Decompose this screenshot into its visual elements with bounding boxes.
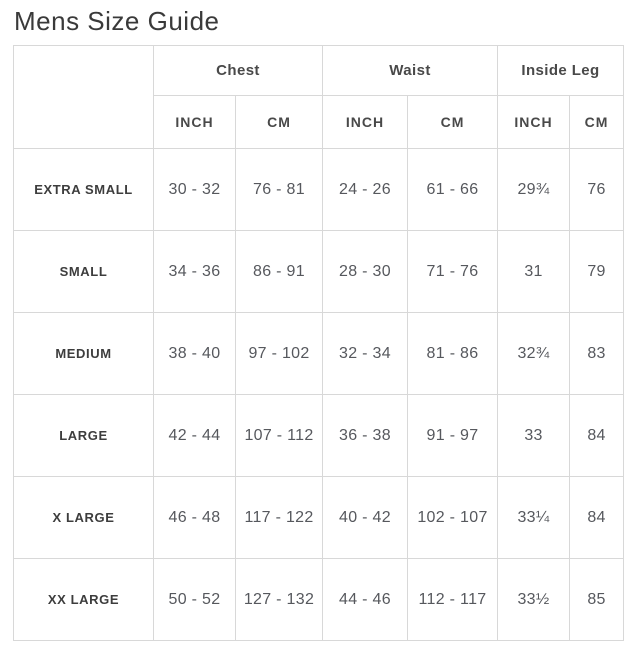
unit-header-row: INCH CM INCH CM INCH CM [14,95,625,149]
unit-header-chest-inch: INCH [153,95,236,149]
cell-inside-leg-inch: 32¾ [497,312,571,395]
cell-inside-leg-inch: 31 [497,230,571,313]
cell-inside-leg-inch: 33¼ [497,476,571,559]
row-label: SMALL [13,230,154,313]
table-row-large: LARGE 42 - 44 107 - 112 36 - 38 91 - 97 … [13,394,625,477]
cell-inside-leg-cm: 84 [569,394,625,477]
column-group-waist: Waist [321,45,499,96]
cell-waist-cm: 61 - 66 [406,148,499,231]
cell-chest-cm: 127 - 132 [235,558,323,641]
cell-chest-inch: 34 - 36 [153,230,236,313]
unit-header-waist-cm: CM [406,95,499,149]
page-title: Mens Size Guide [14,6,220,36]
row-label: XX LARGE [13,558,154,641]
cell-waist-inch: 32 - 34 [322,312,408,395]
unit-header-chest-cm: CM [235,95,323,149]
table-row-medium: MEDIUM 38 - 40 97 - 102 32 - 34 81 - 86 … [13,312,625,395]
measure-group-header-row: Chest Waist Inside Leg [13,45,625,149]
table-row-small: SMALL 34 - 36 86 - 91 28 - 30 71 - 76 31… [13,230,625,313]
size-guide-table: Chest Waist Inside Leg INCH CM INCH CM I… [13,45,625,641]
cell-chest-inch: 38 - 40 [153,312,236,395]
cell-waist-inch: 28 - 30 [322,230,408,313]
cell-inside-leg-cm: 76 [569,148,625,231]
cell-inside-leg-inch: 29¾ [497,148,571,231]
cell-waist-inch: 24 - 26 [322,148,408,231]
cell-waist-cm: 91 - 97 [406,394,499,477]
cell-waist-inch: 40 - 42 [322,476,408,559]
cell-waist-inch: 36 - 38 [322,394,408,477]
table-row-x-large: X LARGE 46 - 48 117 - 122 40 - 42 102 - … [13,476,625,559]
cell-chest-cm: 76 - 81 [235,148,323,231]
corner-cell [13,45,154,149]
cell-chest-cm: 97 - 102 [235,312,323,395]
cell-chest-inch: 42 - 44 [153,394,236,477]
cell-inside-leg-cm: 85 [569,558,625,641]
cell-chest-inch: 30 - 32 [153,148,236,231]
column-group-inside-leg: Inside Leg [497,45,625,96]
cell-waist-cm: 112 - 117 [406,558,499,641]
cell-chest-inch: 46 - 48 [153,476,236,559]
unit-header-inside-leg-cm: CM [569,95,625,149]
row-label: MEDIUM [13,312,154,395]
cell-waist-inch: 44 - 46 [322,558,408,641]
cell-inside-leg-inch: 33½ [497,558,571,641]
table-row-xx-large: XX LARGE 50 - 52 127 - 132 44 - 46 112 -… [13,558,625,641]
table-row-extra-small: EXTRA SMALL 30 - 32 76 - 81 24 - 26 61 -… [13,148,625,231]
cell-waist-cm: 81 - 86 [406,312,499,395]
row-label: EXTRA SMALL [13,148,154,231]
cell-inside-leg-cm: 84 [569,476,625,559]
cell-inside-leg-cm: 79 [569,230,625,313]
cell-waist-cm: 71 - 76 [406,230,499,313]
column-group-chest: Chest [153,45,323,96]
cell-inside-leg-inch: 33 [497,394,571,477]
cell-chest-inch: 50 - 52 [153,558,236,641]
row-label: LARGE [13,394,154,477]
cell-chest-cm: 86 - 91 [235,230,323,313]
cell-waist-cm: 102 - 107 [406,476,499,559]
cell-inside-leg-cm: 83 [569,312,625,395]
unit-header-waist-inch: INCH [322,95,408,149]
unit-header-inside-leg-inch: INCH [497,95,571,149]
row-label: X LARGE [13,476,154,559]
cell-chest-cm: 107 - 112 [235,394,323,477]
cell-chest-cm: 117 - 122 [235,476,323,559]
